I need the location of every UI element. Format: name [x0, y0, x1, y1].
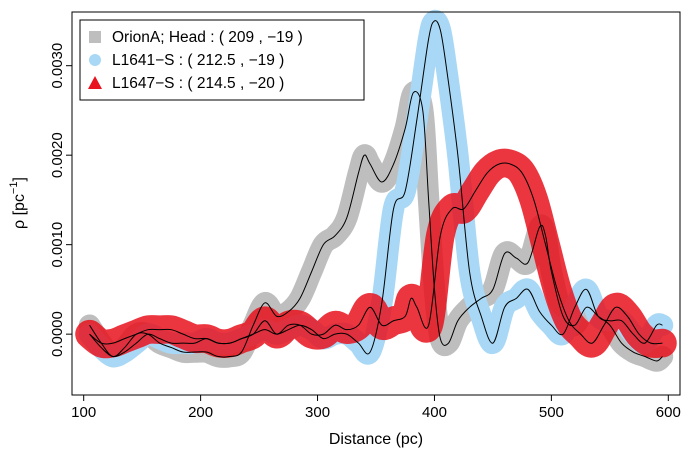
series-line-2	[89, 162, 663, 345]
y-axis-title: ρ [pc−1]	[8, 177, 28, 229]
legend-triangle-marker	[88, 76, 102, 89]
plot-frame	[71, 11, 681, 396]
series-line-1	[89, 20, 663, 358]
x-tick-label: 200	[188, 404, 213, 421]
y-tick-label: 0.0020	[49, 132, 66, 178]
y-axis: 0.0000 0.0010 0.0020 0.0030	[49, 43, 72, 357]
x-axis: 100 200 300 400 500 600	[71, 395, 681, 421]
x-tick-label: 500	[539, 404, 564, 421]
center-lines	[89, 20, 663, 362]
x-tick-label: 600	[656, 404, 681, 421]
legend: OrionA; Head : ( 209 , −19 ) L1641−S : ( …	[79, 19, 365, 101]
x-tick-label: 100	[71, 404, 96, 421]
y-tick-label: 0.0000	[49, 311, 66, 357]
legend-square-marker	[89, 31, 101, 43]
y-tick-label: 0.0030	[49, 43, 66, 89]
legend-label: OrionA; Head : ( 209 , −19 )	[112, 29, 303, 46]
legend-circle-marker	[89, 54, 101, 66]
legend-label: L1647−S : ( 214.5 , −20 )	[112, 75, 284, 92]
x-tick-label: 300	[305, 404, 330, 421]
y-tick-label: 0.0010	[49, 222, 66, 268]
x-axis-title: Distance (pc)	[329, 431, 423, 448]
series-line-0	[89, 91, 663, 362]
legend-box	[79, 19, 365, 101]
legend-label: L1641−S : ( 212.5 , −19 )	[112, 52, 284, 69]
x-tick-label: 400	[422, 404, 447, 421]
